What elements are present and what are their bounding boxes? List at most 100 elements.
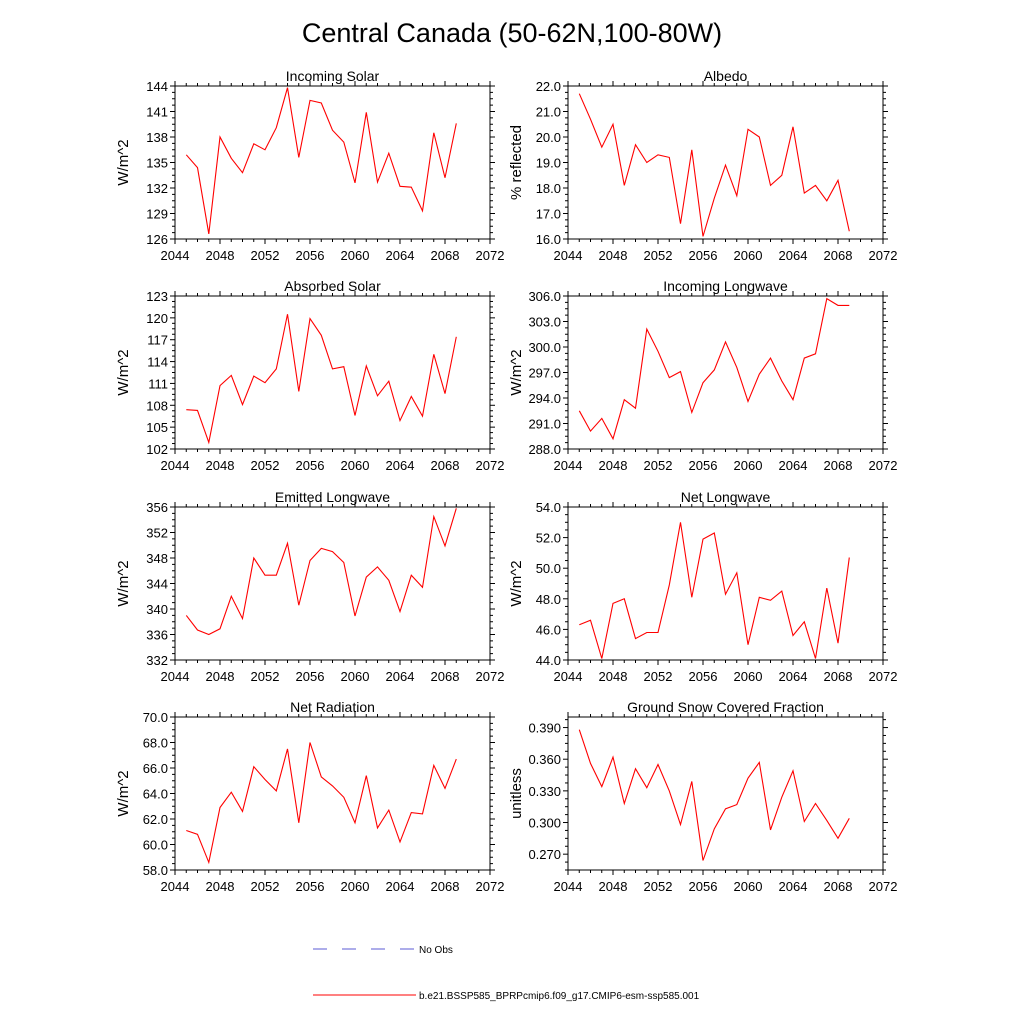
y-tick-label: 70.0 (143, 710, 168, 725)
x-tick-label: 2060 (341, 669, 370, 684)
x-tick-label: 2048 (599, 458, 628, 473)
figure-title: Central Canada (50-62N,100-80W) (302, 18, 722, 48)
y-tick-label: 105 (146, 420, 168, 435)
panel-title: Albedo (704, 68, 748, 84)
x-tick-label: 2060 (734, 458, 763, 473)
x-tick-label: 2052 (644, 248, 673, 263)
series-line (185, 508, 457, 636)
y-tick-label: 356 (146, 500, 168, 515)
y-tick-label: 16.0 (536, 232, 561, 247)
x-tick-label: 2064 (779, 248, 808, 263)
x-tick-label: 2048 (206, 248, 235, 263)
y-tick-label: 46.0 (536, 622, 561, 637)
y-tick-label: 306.0 (528, 289, 561, 304)
x-tick-label: 2056 (689, 248, 718, 263)
y-axis-label: W/m^2 (115, 560, 132, 606)
y-tick-label: 21.0 (536, 105, 561, 120)
x-tick-label: 2072 (476, 879, 505, 894)
series-line (578, 729, 850, 861)
panel-ground-snow-covered-fraction: Ground Snow Covered Fraction unitless 2044… (508, 699, 897, 894)
y-tick-label: 62.0 (143, 812, 168, 827)
series-line (185, 87, 457, 234)
x-tick-label: 2056 (296, 248, 325, 263)
y-tick-label: 114 (147, 355, 168, 370)
x-tick-label: 2044 (161, 458, 190, 473)
x-tick-label: 2068 (431, 669, 460, 684)
y-tick-label: 135 (146, 156, 168, 171)
y-axis-label: W/m^2 (115, 139, 132, 185)
x-tick-label: 2064 (386, 458, 415, 473)
panel-title: Net Longwave (681, 489, 771, 505)
y-axis-label: % reflected (508, 125, 525, 200)
y-tick-label: 18.0 (536, 181, 561, 196)
x-tick-label: 2068 (431, 879, 460, 894)
x-tick-label: 2064 (779, 879, 808, 894)
x-tick-label: 2072 (476, 458, 505, 473)
x-tick-label: 2064 (779, 669, 808, 684)
panel-title: Incoming Longwave (663, 278, 788, 294)
y-tick-label: 60.0 (143, 838, 168, 853)
y-tick-label: 336 (146, 628, 168, 643)
panel-emitted-longwave: Emitted Longwave W/m^2 2044 2048 2052 2056 206… (115, 489, 504, 684)
y-tick-label: 20.0 (536, 130, 561, 145)
x-tick-label: 2068 (824, 458, 853, 473)
x-tick-label: 2056 (296, 458, 325, 473)
y-axis-label: W/m^2 (508, 349, 525, 395)
y-tick-label: 68.0 (143, 736, 168, 751)
x-tick-label: 2048 (599, 879, 628, 894)
panel-albedo: Albedo % reflected 2044 2048 2052 2056 2060 206… (508, 68, 897, 263)
x-tick-label: 2056 (296, 669, 325, 684)
y-axis-label: W/m^2 (115, 349, 132, 395)
y-tick-label: 303.0 (528, 315, 561, 330)
plot-frame (174, 295, 491, 450)
y-tick-label: 22.0 (536, 79, 561, 94)
panel-absorbed-solar: Absorbed Solar W/m^2 2044 2048 2052 2056 2060 2… (115, 278, 504, 473)
y-tick-label: 117 (147, 333, 168, 348)
series-line (186, 314, 457, 445)
series-line (579, 522, 850, 659)
x-tick-label: 2072 (869, 248, 898, 263)
panel-net-radiation: Net Radiation W/m^2 2044 2048 2052 2056 2060 20… (115, 699, 504, 894)
y-tick-label: 132 (146, 181, 168, 196)
x-tick-label: 2068 (824, 879, 853, 894)
series-line (186, 742, 457, 865)
y-tick-label: 138 (146, 130, 168, 145)
y-tick-label: 120 (146, 311, 168, 326)
y-tick-label: 54.0 (536, 500, 561, 515)
x-tick-label: 2064 (386, 879, 415, 894)
x-tick-label: 2064 (386, 248, 415, 263)
x-tick-label: 2044 (554, 458, 583, 473)
series-line (578, 297, 850, 441)
y-tick-label: 64.0 (143, 787, 168, 802)
y-tick-label: 111 (148, 376, 168, 391)
x-tick-label: 2056 (689, 879, 718, 894)
x-tick-label: 2052 (251, 248, 280, 263)
x-tick-label: 2056 (296, 879, 325, 894)
y-tick-label: 123 (146, 289, 168, 304)
panel-title: Ground Snow Covered Fraction (627, 699, 824, 715)
x-tick-label: 2044 (161, 879, 190, 894)
x-tick-label: 2068 (431, 458, 460, 473)
x-tick-label: 2044 (161, 248, 190, 263)
y-tick-label: 48.0 (536, 592, 561, 607)
y-tick-label: 44.0 (536, 653, 561, 668)
plot-frame (567, 295, 884, 450)
y-tick-label: 0.390 (528, 721, 561, 736)
y-tick-label: 108 (146, 398, 168, 413)
legend-model-label: b.e21.BSSP585_BPRPcmip6.f09_g17.CMIP6-es… (419, 991, 700, 1002)
y-tick-label: 19.0 (536, 156, 561, 171)
x-tick-label: 2060 (341, 879, 370, 894)
plot-frame (174, 506, 491, 661)
panel-title: Absorbed Solar (284, 278, 381, 294)
y-tick-label: 294.0 (528, 391, 561, 406)
x-tick-label: 2072 (869, 669, 898, 684)
y-tick-label: 102 (146, 442, 168, 457)
x-tick-label: 2044 (554, 879, 583, 894)
panel-title: Emitted Longwave (275, 489, 390, 505)
y-tick-label: 332 (146, 653, 168, 668)
panel-incoming-longwave: Incoming Longwave W/m^2 2044 2048 2052 2056 20… (508, 278, 897, 473)
x-tick-label: 2052 (251, 879, 280, 894)
x-tick-label: 2060 (734, 669, 763, 684)
y-tick-label: 66.0 (143, 761, 168, 776)
